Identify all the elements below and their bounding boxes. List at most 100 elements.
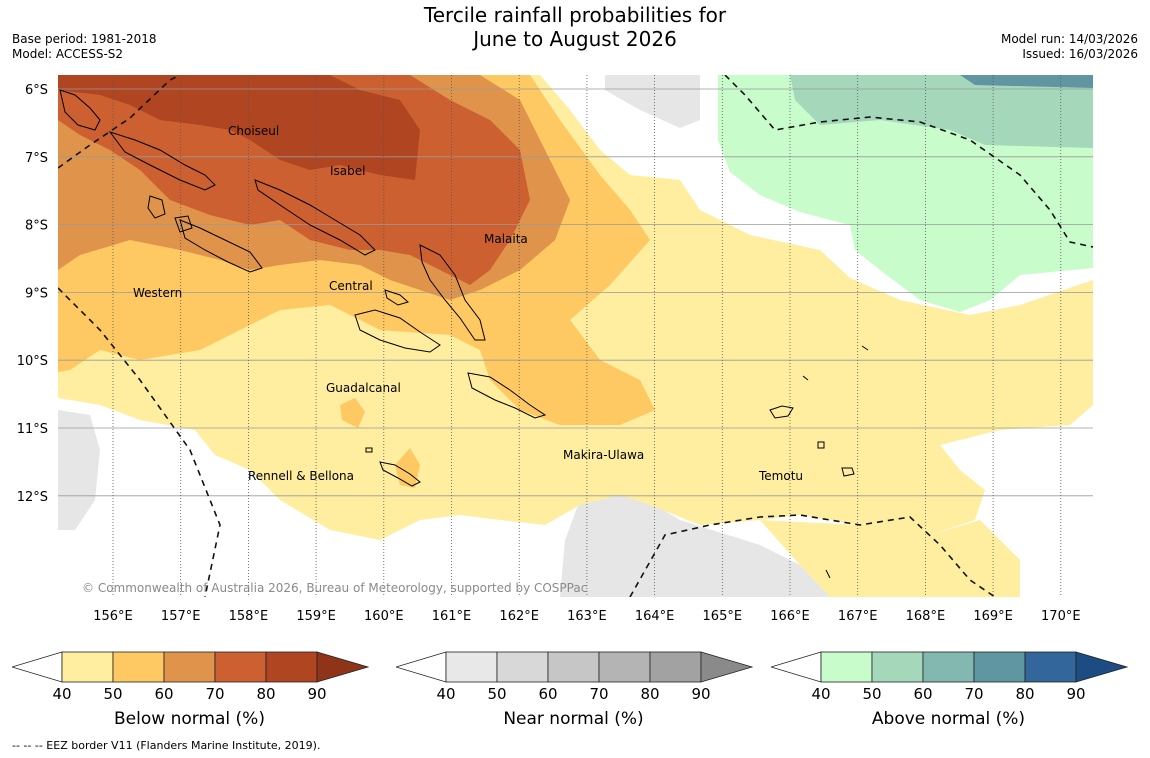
island-outline [841, 467, 855, 477]
latitude-tick-label: 10°S [17, 354, 48, 369]
colorbar-near-normal-graphic: 40 50 60 70 80 90 [394, 651, 754, 703]
title-line-1: Tercile rainfall probabilities for [423, 3, 727, 27]
colorbar-tick-label: 50 [862, 685, 881, 703]
colorbar-segment [922, 651, 975, 683]
model-name-text: Model: ACCESS-S2 [12, 47, 124, 61]
chart-title: Tercile rainfall probabilities for June … [0, 3, 1150, 51]
colorbar-tick-label: 40 [811, 685, 830, 703]
region-label-temotu: Temotu [758, 469, 803, 483]
island-outline [467, 372, 547, 419]
island-outline [174, 215, 193, 233]
island-outline [254, 179, 376, 256]
colorbar-tick-label: 40 [436, 685, 455, 703]
near-normal-area [58, 410, 100, 530]
near-normal-area [605, 75, 700, 128]
issued-text: Issued: 16/03/2026 [1022, 47, 1138, 61]
colorbar-segment [496, 651, 549, 683]
colorbar-lower-extension [769, 651, 822, 683]
colorbar-tick-label: 40 [52, 685, 71, 703]
island-outline [108, 131, 216, 191]
colorbar-tick-label: 90 [1066, 685, 1085, 703]
colorbar-upper-extension [316, 651, 370, 683]
island-outline [384, 289, 410, 306]
colorbar-upper-extension [700, 651, 754, 683]
colorbar-tick-label: 80 [1015, 685, 1034, 703]
longitude-tick-label: 162°E [499, 609, 539, 624]
island-outline [179, 219, 263, 273]
below-normal-40-area [760, 520, 1020, 597]
colorbar-segment [214, 651, 267, 683]
colorbar-tick-label: 70 [205, 685, 224, 703]
grid-lines [58, 75, 1093, 597]
island-outline [861, 345, 869, 351]
colorbar-segment [265, 651, 318, 683]
region-label-central: Central [329, 279, 373, 293]
longitude-tick-label: 166°E [770, 609, 810, 624]
region-label-isabel: Isabel [330, 164, 365, 178]
colorbar-segment [649, 651, 702, 683]
colorbar-segment [1024, 651, 1077, 683]
longitude-tick-label: 164°E [635, 609, 675, 624]
above-normal-50-area [790, 75, 1093, 148]
latitude-axis: 6°S 7°S 8°S 9°S 10°S 11°S 12°S [17, 83, 48, 505]
latitude-tick-label: 8°S [25, 219, 48, 234]
colorbar-below-normal-graphic: 40 50 60 70 80 90 [10, 651, 370, 703]
colorbar-upper-extension [1075, 651, 1129, 683]
title-line-2: June to August 2026 [473, 27, 677, 51]
latitude-tick-label: 9°S [25, 286, 48, 301]
colorbar-segment [445, 651, 498, 683]
longitude-tick-label: 165°E [703, 609, 743, 624]
colorbar-tick-label: 50 [103, 685, 122, 703]
region-label-makira-ulawa: Makira-Ulawa [563, 448, 644, 462]
below-normal-50-area [395, 448, 420, 488]
island-outline [354, 309, 441, 353]
colorbar-title-below-normal: Below normal (%) [114, 709, 265, 729]
longitude-tick-label: 167°E [838, 609, 878, 624]
colorbar-tick-label: 60 [913, 685, 932, 703]
island-outline [147, 195, 166, 219]
colorbar-tick-label: 80 [640, 685, 659, 703]
longitude-tick-label: 169°E [973, 609, 1013, 624]
colorbar-below-normal: 40 50 60 70 80 90 [10, 648, 382, 712]
colorbar-lower-extension [10, 651, 63, 683]
copyright-notice: © Commonwealth of Australia 2026, Bureau… [82, 581, 587, 595]
longitude-tick-label: 157°E [161, 609, 201, 624]
colorbar-segment [973, 651, 1026, 683]
colorbar-segment [598, 651, 651, 683]
below-normal-50-area [340, 398, 365, 428]
latitude-tick-label: 11°S [17, 422, 48, 437]
longitude-tick-label: 170°E [1041, 609, 1081, 624]
colorbar-tick-label: 70 [964, 685, 983, 703]
longitude-tick-label: 163°E [567, 609, 607, 624]
colorbar-segment [820, 651, 873, 683]
eez-border-line [58, 75, 181, 169]
colorbar-tick-label: 50 [487, 685, 506, 703]
colorbar-near-normal: 40 50 60 70 80 90 [394, 648, 766, 712]
colorbar-tick-label: 90 [307, 685, 326, 703]
colorbar-tick-label: 60 [538, 685, 557, 703]
model-info: Base period: 1981-2018 Model: ACCESS-S2 [12, 32, 157, 62]
longitude-axis: 156°E 157°E 158°E 159°E 160°E 161°E 162°E 163°E… [93, 609, 1080, 624]
colorbar-title-above-normal: Above normal (%) [871, 709, 1026, 729]
model-run-text: Model run: 14/03/2026 [1000, 32, 1138, 46]
colorbar-title-near-normal: Near normal (%) [503, 709, 644, 729]
island-outline [817, 441, 825, 449]
near-normal-area [560, 490, 830, 597]
longitude-tick-label: 159°E [296, 609, 336, 624]
colorbar-segment [163, 651, 216, 683]
colorbar-above-normal: 40 50 60 70 80 90 [769, 648, 1141, 712]
eez-borders [58, 75, 1093, 597]
colorbar-lower-extension [394, 651, 447, 683]
eez-border-line [724, 75, 1093, 248]
region-label-rennell-bellona: Rennell & Bellona [248, 469, 354, 483]
island-outline [59, 89, 101, 131]
base-period-text: Base period: 1981-2018 [12, 32, 157, 46]
region-label-guadalcanal: Guadalcanal [326, 381, 401, 395]
probability-fields: Choiseul Isabel Malaita Western Central … [58, 75, 1093, 597]
island-outline [379, 461, 421, 487]
colorbar-segment [871, 651, 924, 683]
longitude-tick-label: 161°E [432, 609, 472, 624]
colorbar-tick-label: 60 [154, 685, 173, 703]
island-outline [769, 405, 794, 419]
run-info: Model run: 14/03/2026 Issued: 16/03/2026 [1001, 32, 1138, 62]
